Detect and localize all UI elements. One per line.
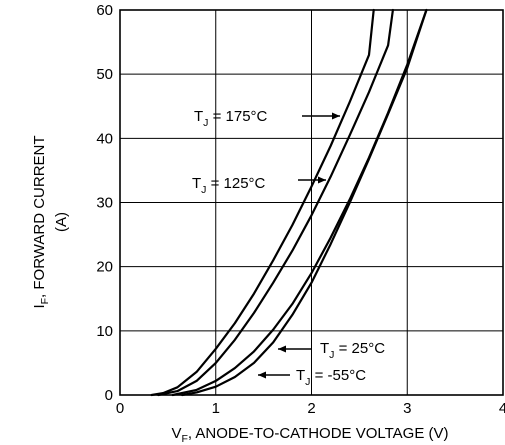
y-tick-label-20: 20 (96, 259, 113, 276)
annotation-label-series-3: TJ = 25°C (320, 340, 385, 361)
y-tick-label-0: 0 (105, 387, 113, 404)
curve-series-2 (157, 8, 394, 397)
annotation-label-series-1: TJ = 175°C (194, 108, 268, 129)
x-tick-label-4: 4 (499, 400, 505, 417)
annotation-arrow-head-2 (318, 176, 326, 184)
annotation-label-series-4: TJ = -55°C (296, 367, 366, 388)
curves (150, 8, 428, 397)
y-tick-label-50: 50 (96, 66, 113, 83)
y-tick-label-30: 30 (96, 195, 113, 212)
annotation-arrow-head-3 (278, 345, 286, 353)
annotation-label-series-2: TJ = 125°C (192, 175, 266, 196)
x-tick-label-2: 2 (307, 400, 315, 417)
annotation-arrow-head-4 (258, 371, 266, 379)
curve-series-1 (150, 8, 375, 397)
curve-annotations: TJ = 175°C TJ = 125°C TJ = 25°C TJ = -55°C (192, 108, 385, 388)
plot-frame (119, 9, 504, 396)
y-tick-label-60: 60 (96, 2, 113, 19)
x-axis-title: VF, ANODE-TO-CATHODE VOLTAGE (V) (171, 425, 448, 445)
annotation-arrow-head-1 (332, 112, 340, 120)
grid-lines (120, 10, 503, 395)
y-axis-title-unit: (A) (53, 212, 70, 232)
x-tick-label-1: 1 (212, 400, 220, 417)
curve-series-4 (181, 8, 428, 397)
y-tick-label-40: 40 (96, 130, 113, 147)
x-tick-label-3: 3 (403, 400, 411, 417)
y-tick-label-10: 10 (96, 323, 113, 340)
x-tick-label-0: 0 (116, 400, 124, 417)
y-axis-title: IF, FORWARD CURRENT (31, 135, 51, 308)
